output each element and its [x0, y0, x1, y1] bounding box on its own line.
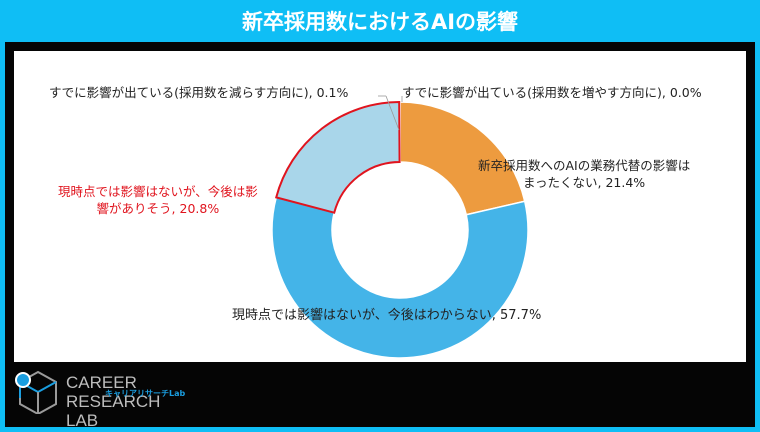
chart-title: 新卒採用数におけるAIの影響	[241, 10, 519, 34]
career-research-lab-logo: CAREER RESEARCH LAB	[14, 370, 214, 430]
label-likely-impact-line2: 響がありそう, 20.8%	[96, 201, 220, 216]
label-likely-impact: 現時点では影響はないが、今後は影 響がありそう, 20.8%	[58, 183, 258, 217]
label-no-impact-line1: 新卒採用数へのAIの業務代替の影響は	[478, 158, 691, 173]
logo-subtitle: キャリアリサーチLab	[105, 389, 186, 398]
label-likely-impact-line1: 現時点では影響はないが、今後は影	[58, 184, 258, 199]
label-no-impact: 新卒採用数へのAIの業務代替の影響は まったくない, 21.4%	[478, 157, 690, 191]
logo-line1: CAREER RESEARCH	[66, 373, 161, 411]
label-unknown: 現時点では影響はないが、今後はわからない, 57.7%	[232, 308, 542, 323]
logo-line2: LAB	[66, 411, 99, 430]
label-increase: すでに影響が出ている(採用数を増やす方向に), 0.0%	[402, 85, 702, 100]
cube-logo-icon	[15, 370, 57, 416]
donut-slice	[271, 196, 529, 359]
label-decrease: すでに影響が出ている(採用数を減らす方向に), 0.1%	[49, 85, 349, 100]
donut-slice	[275, 100, 401, 214]
label-no-impact-line2: まったくない, 21.4%	[523, 175, 646, 190]
header-bar: 新卒採用数におけるAIの影響	[0, 0, 760, 42]
leader-line-decrease	[385, 95, 400, 131]
donut-slice	[399, 101, 526, 216]
